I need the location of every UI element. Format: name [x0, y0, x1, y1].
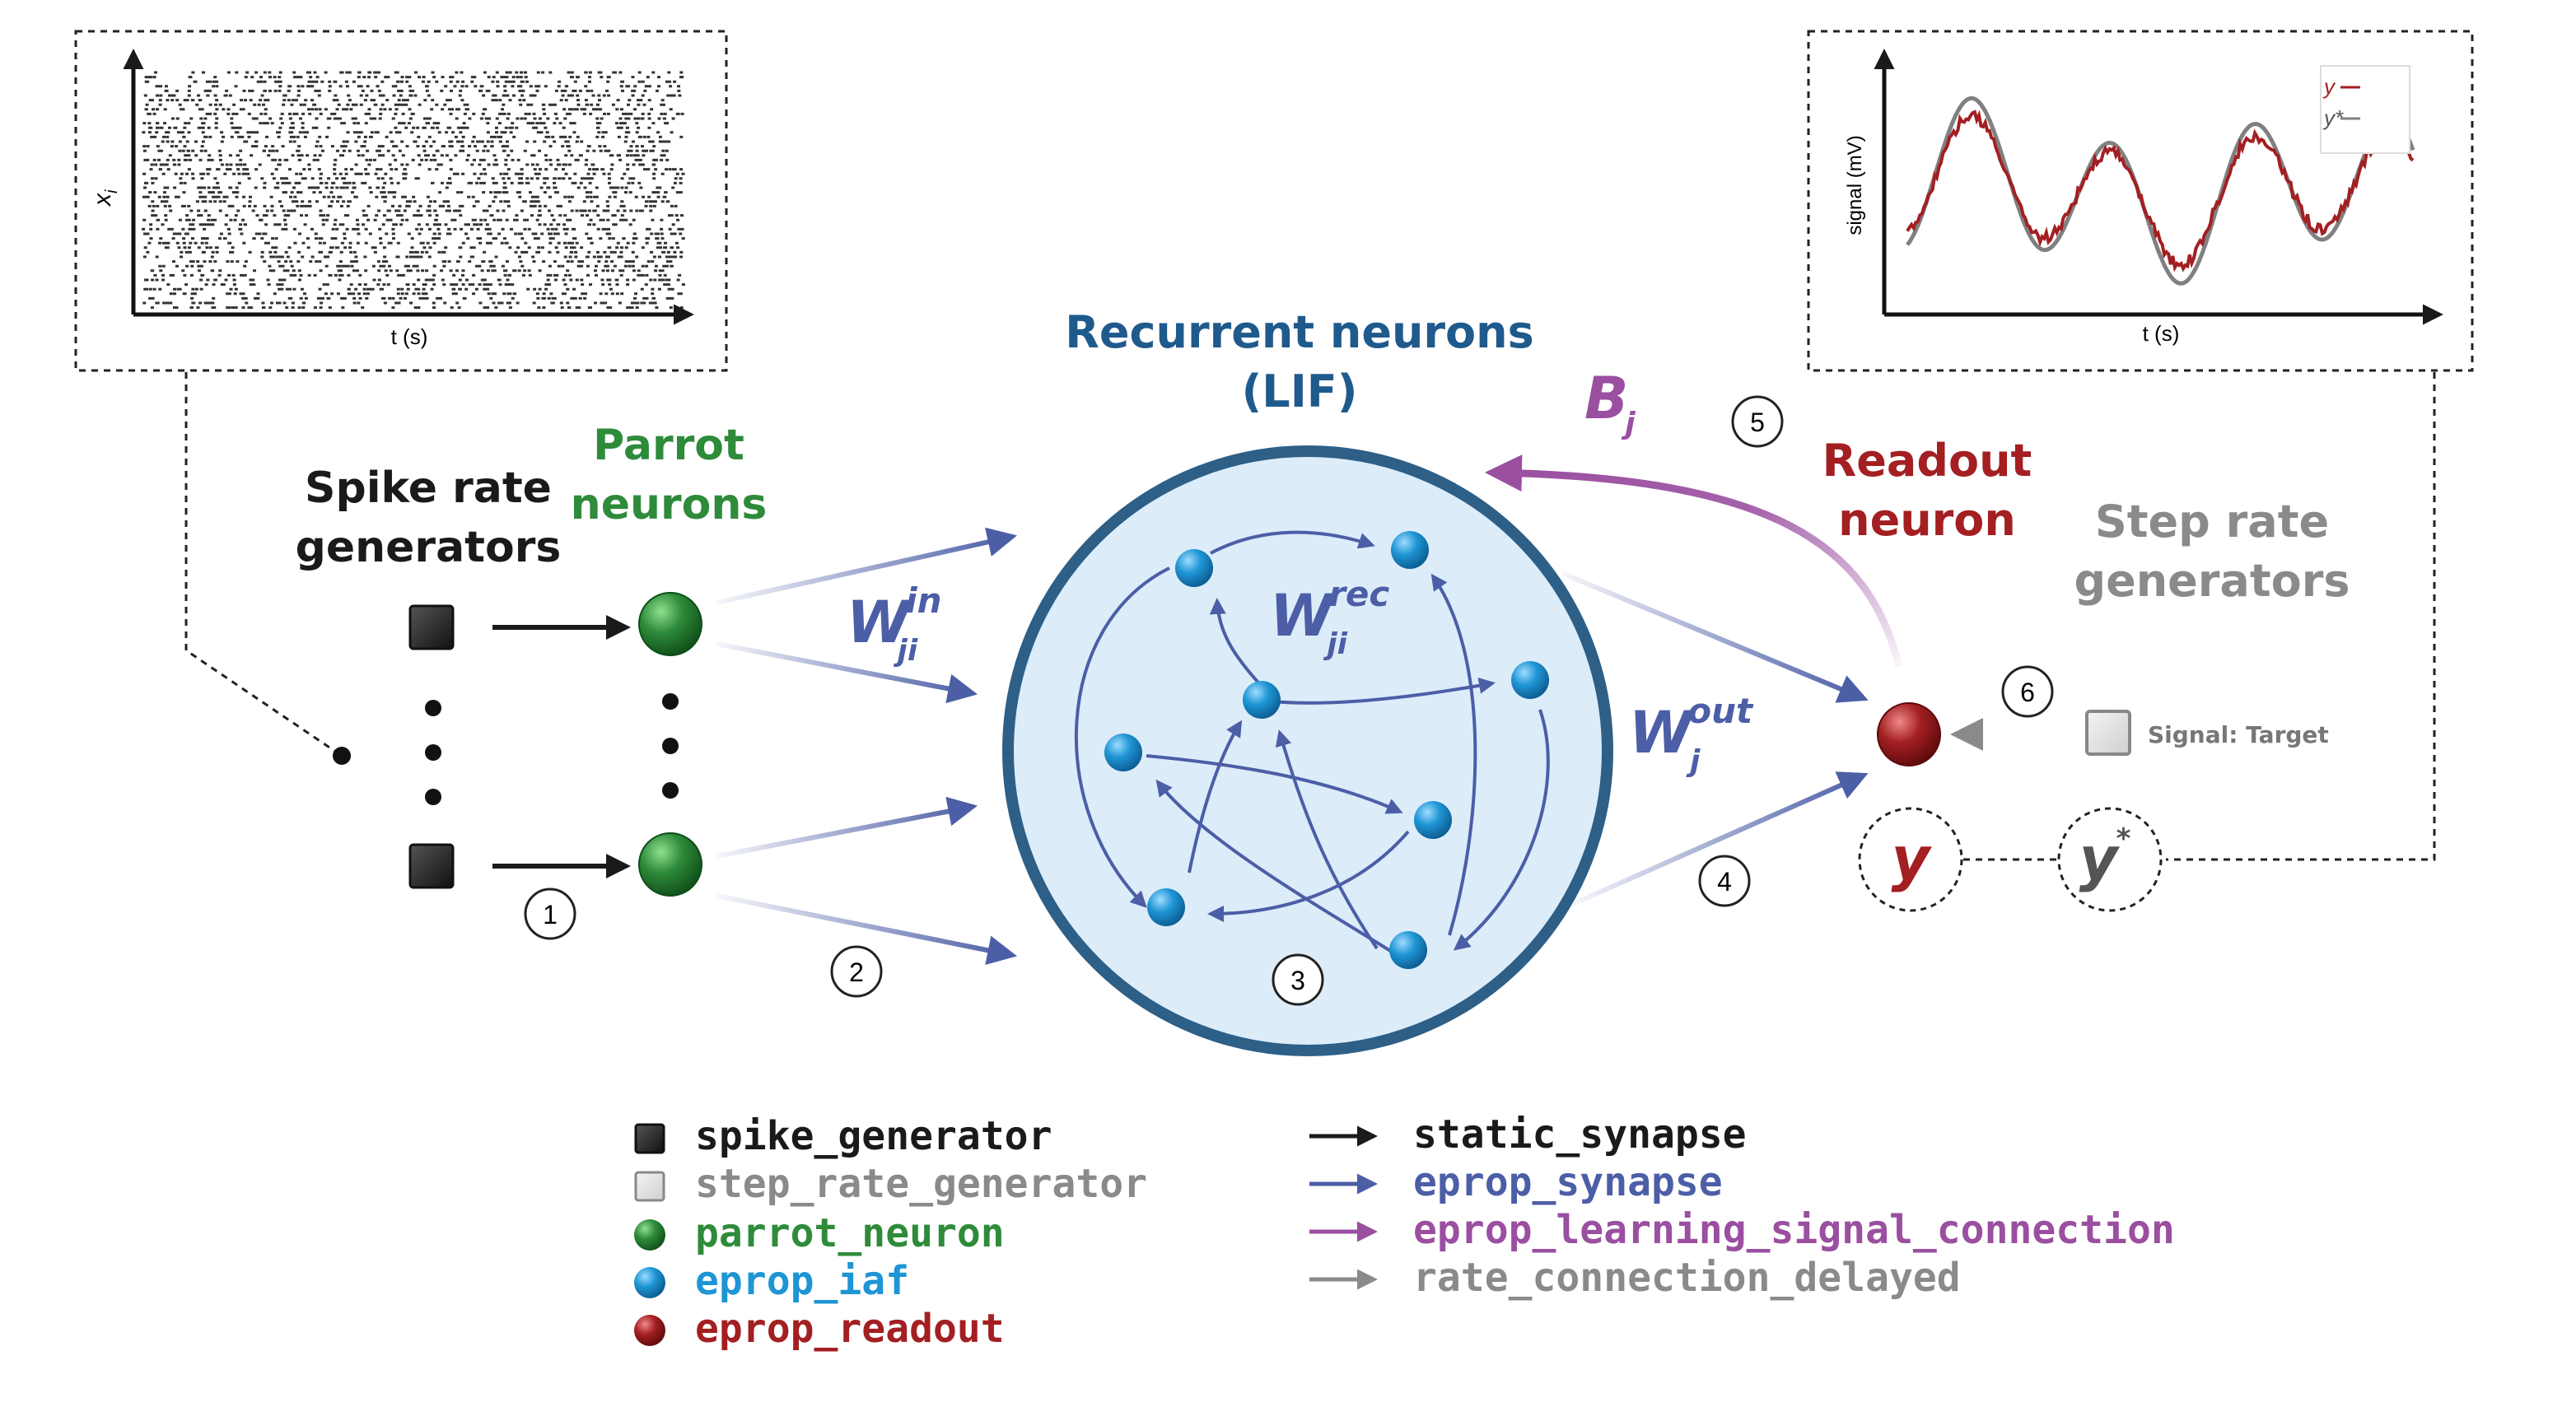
w-in-label: Win ji	[847, 580, 942, 668]
raster-spike-ticks	[142, 71, 685, 310]
recurrent-neuron[interactable]	[1511, 661, 1549, 699]
signal-target-label: Signal: Target	[2148, 721, 2329, 748]
raster-xlabel: t (s)	[391, 324, 428, 349]
spike-generator-top[interactable]	[408, 604, 455, 650]
step-rate-generator[interactable]	[2085, 710, 2131, 756]
step-marker-5	[1731, 395, 1784, 448]
y-target-label: y*	[2079, 822, 2131, 893]
readout-neuron-label-2: neuron	[1838, 494, 2016, 546]
output-synapse-1	[1560, 571, 1869, 703]
black-square-icon	[634, 1123, 665, 1154]
grey-square-icon	[634, 1171, 665, 1202]
step-marker-5-text: 5	[1750, 408, 1765, 437]
recurrent-neuron[interactable]	[1243, 681, 1281, 719]
raster-spikes	[142, 71, 685, 310]
legend-static-synapse: static_synapse	[1413, 1111, 1747, 1158]
step-marker-6	[2001, 665, 2054, 718]
signal-legend-y: y	[2322, 74, 2336, 99]
red-sphere-icon	[634, 1315, 665, 1346]
parrot-neurons-label-1: Parrot	[593, 421, 744, 470]
signal-legend-box	[2320, 65, 2410, 154]
legend-step-rate-generator: step_rate_generator	[695, 1161, 1147, 1207]
learning-signal-connection	[1485, 454, 1903, 669]
raster-plot-panel: t (s) xi	[74, 30, 728, 372]
recurrent-neuron[interactable]	[1414, 801, 1452, 839]
signal-legend-ystar: y*	[2322, 105, 2344, 130]
spike-rate-generators-label-2: generators	[296, 523, 562, 572]
recurrent-neuron[interactable]	[1104, 734, 1142, 771]
signal-ylabel: signal (mV)	[1844, 135, 1866, 235]
parrot-neuron-top[interactable]	[638, 592, 702, 656]
legend-eprop-readout: eprop_readout	[695, 1306, 1005, 1352]
step-rate-generators-label-2: generators	[2074, 555, 2350, 607]
recurrent-neurons-title-2: (LIF)	[1242, 366, 1358, 417]
y-target-badge	[2057, 807, 2163, 912]
legend-eprop-learning-signal-connection: eprop_learning_signal_connection	[1413, 1207, 2175, 1253]
step-marker-4-text: 4	[1717, 867, 1732, 897]
input-synapse-4	[716, 893, 1018, 965]
recurrent-neuron[interactable]	[1391, 531, 1429, 569]
legend-rate-connection-delayed: rate_connection_delayed	[1413, 1255, 1961, 1301]
ellipsis-dot	[662, 738, 679, 754]
signal-connector-line	[2166, 372, 2436, 861]
legend: spike_generator step_rate_generator parr…	[634, 1111, 2175, 1352]
y-output-label: y	[1892, 824, 1933, 893]
ellipsis-dot	[425, 744, 441, 761]
step-marker-1	[524, 888, 576, 940]
readout-neuron-label-1: Readout	[1822, 435, 2032, 487]
green-sphere-icon	[634, 1219, 665, 1251]
input-synapse-3	[716, 796, 978, 859]
ellipsis-dot	[662, 693, 679, 710]
y-output-badge	[1858, 807, 1963, 912]
w-rec-label: Wrec ji	[1270, 574, 1389, 661]
legend-eprop-synapse: eprop_synapse	[1413, 1159, 1723, 1205]
step-rate-generators-label-1: Step rate	[2095, 496, 2329, 547]
raster-connector-dot	[333, 747, 351, 765]
recurrent-neuron[interactable]	[1389, 931, 1427, 969]
signal-xlabel: t (s)	[2143, 321, 2180, 346]
ellipsis-dot	[425, 789, 441, 805]
readout-signal-line	[1906, 109, 2415, 273]
blue-sphere-icon	[634, 1267, 665, 1298]
spike-rate-generators-label-1: Spike rate	[305, 464, 552, 513]
output-synapse-2	[1571, 771, 1869, 906]
raster-ylabel: xi	[89, 189, 121, 207]
legend-spike-generator: spike_generator	[695, 1113, 1052, 1159]
step-marker-6-text: 6	[2020, 678, 2035, 707]
step-marker-4	[1698, 855, 1751, 907]
step-marker-1-text: 1	[543, 900, 558, 929]
b-j-label: Bj	[1584, 365, 1636, 440]
w-out-label: Wout j	[1629, 691, 1754, 778]
input-synapse-2	[716, 641, 978, 704]
recurrent-neurons-title-1: Recurrent neurons	[1065, 306, 1533, 358]
step-marker-2	[830, 945, 883, 998]
step-marker-3-text: 3	[1290, 966, 1305, 995]
step-marker-2-text: 2	[849, 957, 864, 987]
recurrent-neuron[interactable]	[1147, 888, 1185, 926]
parrot-neurons-label-2: neurons	[571, 480, 768, 529]
recurrent-neuron[interactable]	[1175, 549, 1213, 587]
legend-parrot-neuron: parrot_neuron	[695, 1210, 1005, 1256]
readout-neuron[interactable]	[1877, 702, 1941, 766]
target-signal-line	[1906, 96, 2415, 286]
legend-eprop-iaf: eprop_iaf	[695, 1258, 909, 1304]
parrot-neuron-bottom[interactable]	[638, 832, 702, 897]
step-marker-3	[1272, 953, 1324, 1006]
ellipsis-dot	[425, 700, 441, 716]
spike-generator-bottom[interactable]	[408, 843, 455, 889]
step-markers: 1 2 3 4 5 6	[524, 395, 2054, 1006]
signal-plot-panel: y y* t (s) signal (mV)	[1807, 30, 2474, 372]
ellipsis-dot	[662, 782, 679, 799]
raster-connector-line	[184, 372, 343, 757]
input-synapse-1	[716, 527, 1018, 605]
